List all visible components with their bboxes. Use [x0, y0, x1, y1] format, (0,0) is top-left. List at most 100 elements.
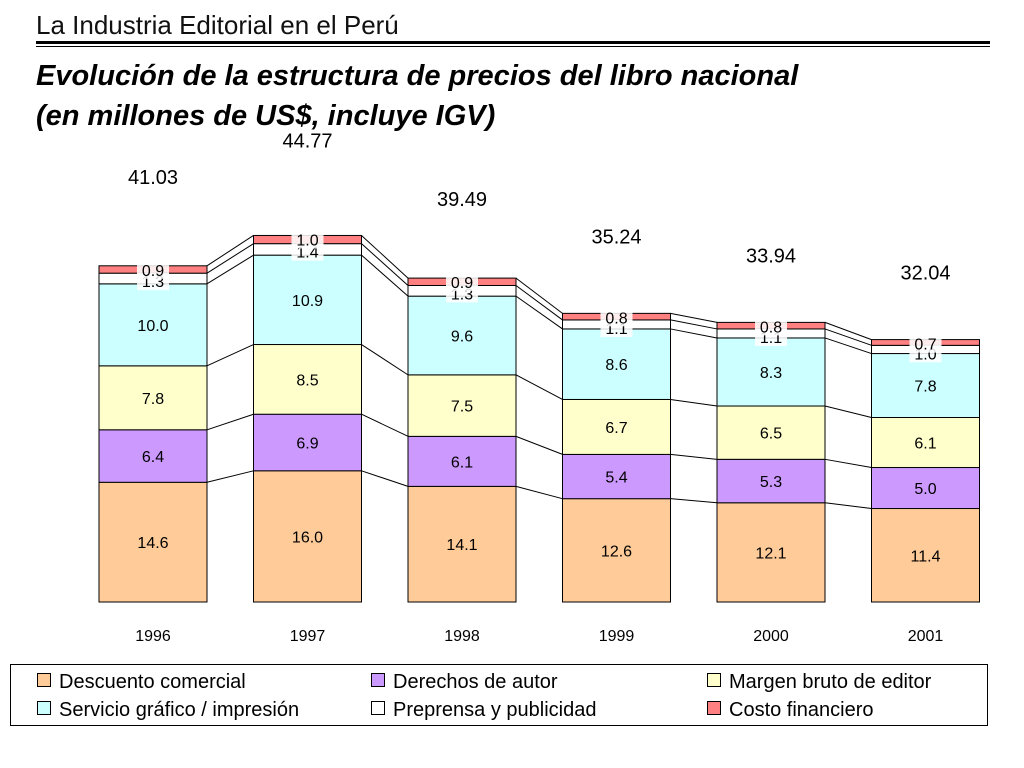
series-line-4-1996: [206, 254, 254, 285]
bar-segment-1996-2: [98, 429, 208, 483]
data-label-2001-6: 0.7: [914, 337, 936, 354]
header-rule-thin: [36, 46, 990, 47]
legend-label: Margen bruto de editor: [729, 671, 932, 693]
series-line-6-1999: [670, 312, 718, 323]
series-line-2-2000: [824, 458, 872, 469]
data-label-1999-1: 12.6: [601, 543, 632, 560]
data-label-1998-2: 6.1: [451, 454, 473, 471]
data-label-1997-1: 16.0: [292, 529, 323, 546]
bar-segment-2000-1: [716, 502, 826, 603]
data-label-2000-6: 0.8: [760, 319, 782, 336]
data-label-1996-4: 10.0: [137, 318, 168, 335]
bar-segment-2000-4: [716, 337, 826, 407]
x-tick-label-2000: 2000: [753, 628, 789, 645]
series-line-5-1996: [206, 243, 254, 274]
series-line-6-2000: [824, 321, 872, 341]
data-label-2001-3: 6.1: [914, 436, 936, 453]
bar-segment-2001-4: [871, 353, 980, 419]
legend-item: Derechos de autor: [371, 671, 558, 694]
series-line-3-1999: [670, 398, 718, 407]
data-label-bg-2000-6: [755, 318, 787, 336]
data-label-bg-2001-6: [909, 335, 942, 353]
data-label-1997-5: 1.4: [296, 245, 318, 262]
series-line-3-1998: [515, 374, 563, 400]
series-line-1-1998: [515, 485, 563, 500]
bar-segment-2001-1: [871, 508, 980, 603]
data-label-1998-6: 0.9: [451, 275, 473, 292]
data-label-1998-3: 7.5: [451, 399, 473, 416]
series-line-2-1996: [206, 413, 254, 431]
data-label-1996-3: 7.8: [142, 391, 164, 408]
series-line-5-1998: [515, 285, 563, 321]
total-label-1997: 44.77: [282, 130, 332, 152]
data-label-1996-6: 0.9: [142, 263, 164, 280]
series-line-1-2000: [824, 502, 872, 510]
legend-item: Descuento comercial: [37, 671, 246, 694]
data-label-1999-4: 8.6: [605, 357, 627, 374]
chart-subtitle: (en millones de US$, incluye IGV): [36, 100, 496, 132]
x-tick-label-1997: 1997: [290, 628, 326, 645]
chart-title: Evolución de la estructura de precios de…: [36, 60, 799, 92]
legend-label: Costo financiero: [729, 699, 874, 721]
x-tick-label-2001: 2001: [908, 628, 944, 645]
series-line-1-1997: [361, 470, 409, 487]
legend-item: Servicio gráfico / impresión: [37, 699, 299, 722]
series-line-2-1998: [515, 435, 563, 455]
series-line-6-1996: [206, 235, 254, 267]
bar-segment-1999-2: [562, 453, 671, 500]
bar-segment-1996-3: [98, 365, 208, 431]
bar-segment-1998-3: [407, 374, 517, 437]
bar-segment-2000-3: [716, 405, 826, 460]
legend-label: Derechos de autor: [393, 671, 558, 693]
series-line-4-1998: [515, 295, 563, 330]
series-line-3-1997: [361, 344, 409, 376]
data-label-2001-4: 7.8: [914, 379, 936, 396]
data-label-1999-2: 5.4: [605, 470, 627, 487]
legend-item: Costo financiero: [707, 699, 874, 722]
bar-segment-1997-2: [253, 413, 362, 472]
data-label-1997-3: 8.5: [296, 372, 318, 389]
total-label-1999: 35.24: [591, 226, 641, 248]
series-line-1-1999: [670, 498, 718, 504]
series-line-6-1997: [361, 235, 409, 279]
bar-segment-2001-2: [871, 467, 980, 510]
total-label-2000: 33.94: [746, 245, 796, 267]
chart-legend: Descuento comercial Derechos de autor Marg…: [10, 664, 988, 726]
bar-segment-1997-4: [253, 254, 362, 346]
legend-swatch: [707, 673, 721, 687]
data-label-1999-3: 6.7: [605, 420, 627, 437]
data-label-1998-4: 9.6: [451, 329, 473, 346]
bar-segment-1998-1: [407, 485, 517, 603]
bar-segment-1997-3: [253, 344, 362, 415]
bar-segment-1999-4: [562, 328, 671, 400]
header-rule-thick: [36, 41, 990, 44]
legend-item: Preprensa y publicidad: [371, 699, 596, 722]
data-label-bg-1998-6: [446, 274, 478, 292]
data-label-1997-6: 1.0: [296, 232, 318, 249]
data-label-1997-2: 6.9: [296, 436, 318, 453]
bar-segment-1997-1: [253, 470, 362, 603]
data-label-1997-4: 10.9: [292, 293, 323, 310]
series-line-4-2000: [824, 337, 872, 355]
series-line-6-1998: [515, 277, 563, 314]
data-label-1999-6: 0.8: [605, 310, 627, 327]
data-label-2000-2: 5.3: [760, 474, 782, 491]
legend-swatch: [37, 701, 51, 715]
data-label-2000-1: 12.1: [755, 545, 786, 562]
data-label-1996-1: 14.6: [137, 535, 168, 552]
series-line-5-1997: [361, 243, 409, 286]
series-line-4-1997: [361, 254, 409, 297]
data-label-bg-1997-6: [291, 231, 324, 249]
series-line-5-1999: [670, 319, 718, 330]
total-label-1998: 39.49: [437, 189, 487, 211]
bar-segment-1998-4: [407, 295, 517, 376]
data-label-bg-1996-6: [137, 261, 169, 279]
data-label-2001-2: 5.0: [914, 481, 936, 498]
x-tick-label-1999: 1999: [599, 628, 635, 645]
bar-segment-1998-2: [407, 435, 517, 487]
series-line-4-1999: [670, 328, 718, 339]
legend-swatch: [707, 701, 721, 715]
data-label-2001-1: 11.4: [911, 548, 941, 565]
series-line-5-2000: [824, 328, 872, 346]
series-line-3-2000: [824, 405, 872, 418]
